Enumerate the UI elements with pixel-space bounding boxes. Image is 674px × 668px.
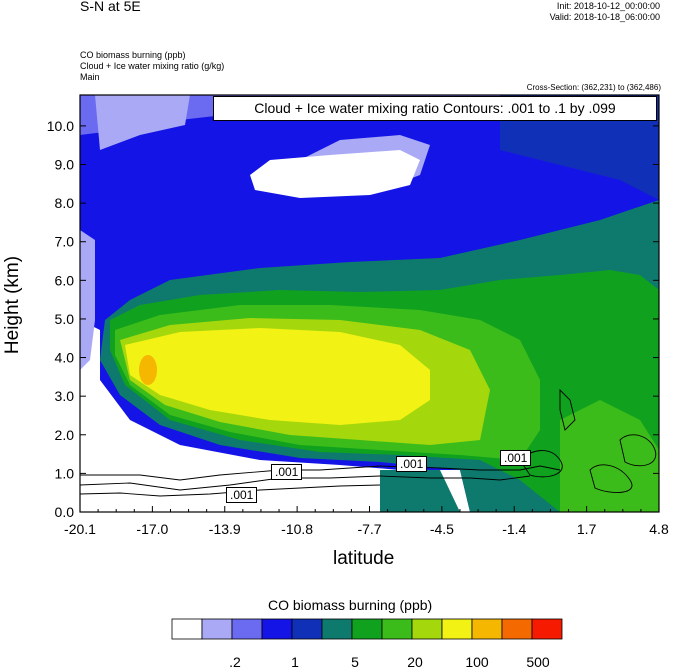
contour-info-text: Cloud + Ice water mixing ratio Contours:… (254, 100, 616, 116)
y-axis-title: Height (km) (2, 255, 23, 355)
contour-label: .001 (500, 450, 532, 466)
contour-label: .001 (271, 464, 303, 480)
x-tick-label: -17.0 (136, 521, 168, 537)
y-tick-label: 4.0 (55, 350, 75, 366)
heatmap-field (80, 95, 659, 512)
field-label-co: CO biomass burning (ppb) (80, 50, 186, 60)
x-tick-label: -1.4 (502, 521, 526, 537)
valid-time: Valid: 2018-10-18_06:00:00 (549, 12, 660, 22)
contour-info-box: Cloud + Ice water mixing ratio Contours:… (213, 96, 657, 121)
y-tick-label: 10.0 (47, 118, 74, 134)
colorbar-label: .2 (229, 654, 241, 668)
colorbar-swatch (411, 618, 443, 640)
y-tick-label: 9.0 (55, 157, 75, 173)
y-tick-label: 8.0 (55, 195, 75, 211)
x-tick-label: 4.8 (649, 521, 669, 537)
y-tick-label: 7.0 (55, 234, 75, 250)
x-tick-label: -7.7 (357, 521, 381, 537)
colorbar-swatch (441, 618, 473, 640)
colorbar-swatch (291, 618, 323, 640)
y-tick-label: 3.0 (55, 388, 75, 404)
x-axis-title: latitude (333, 548, 395, 569)
colorbar: .2 1 5 20 100 500 (171, 618, 563, 668)
colorbar-swatch (381, 618, 413, 640)
colorbar-swatch (471, 618, 503, 640)
colorbar-swatch (531, 618, 563, 640)
y-tick-label: 5.0 (55, 311, 75, 327)
y-tick-label: 2.0 (55, 427, 75, 443)
cross-section-label: Cross-Section: (362,231) to (362,486) (526, 83, 661, 92)
init-time: Init: 2018-10-12_00:00:00 (556, 1, 660, 11)
colorbar-label: 1 (291, 654, 299, 668)
x-tick-label: -20.1 (64, 521, 96, 537)
x-tick-label: -4.5 (430, 521, 454, 537)
colorbar-label: 500 (526, 654, 550, 668)
axes: -20.1 -17.0 -13.9 -10.8 -7.7 -4.5 -1.4 1.7 4.8 0.… (47, 118, 669, 537)
colorbar-swatch (171, 618, 203, 640)
colorbar-swatch (321, 618, 353, 640)
y-tick-label: 1.0 (55, 465, 75, 481)
y-tick-label: 6.0 (55, 272, 75, 288)
plot-title: S-N at 5E (80, 0, 141, 14)
field-label-cloud: Cloud + Ice water mixing ratio (g/kg) (80, 61, 225, 71)
x-tick-label: -10.8 (281, 521, 313, 537)
colorbar-swatch (501, 618, 533, 640)
x-tick-label: -13.9 (209, 521, 241, 537)
field-label-main: Main (80, 72, 100, 82)
colorbar-swatch (201, 618, 233, 640)
colorbar-label: 5 (351, 654, 359, 668)
contour-label: .001 (396, 456, 428, 472)
contour-label: .001 (226, 487, 258, 503)
colorbar-swatch (261, 618, 293, 640)
colorbar-label: 100 (465, 654, 489, 668)
colorbar-swatch (351, 618, 383, 640)
colorbar-swatch (231, 618, 263, 640)
colorbar-title: CO biomass burning (ppb) (268, 597, 433, 613)
x-tick-label: 1.7 (577, 521, 597, 537)
colorbar-label: 20 (407, 654, 423, 668)
y-tick-label: 0.0 (55, 504, 75, 520)
